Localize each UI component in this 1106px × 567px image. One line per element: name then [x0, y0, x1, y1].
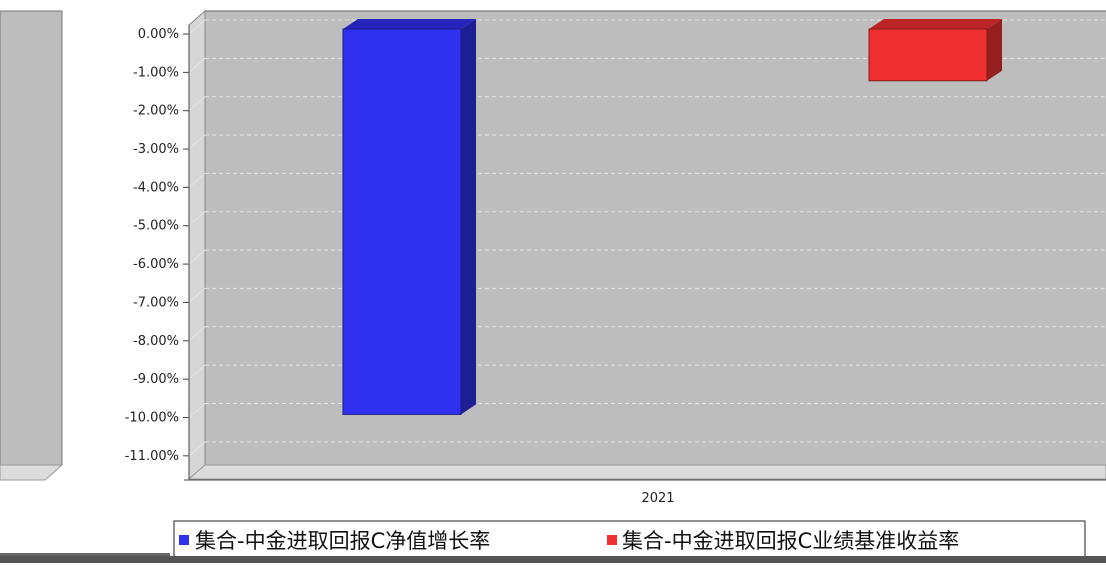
- x-tick-label: 2021: [641, 491, 674, 506]
- gridline-side: [188, 96, 206, 112]
- y-tick-label: -6.00%: [133, 257, 179, 272]
- y-tick-label: -5.00%: [133, 219, 179, 234]
- left-partial-panel: [0, 10, 64, 481]
- y-tick-label: -7.00%: [133, 295, 179, 310]
- y-tick-label: -4.00%: [133, 180, 179, 195]
- bar-side: [987, 19, 1002, 81]
- garbled-strip: [0, 553, 1106, 563]
- bars: [342, 19, 1002, 415]
- legend-box: [173, 520, 1086, 558]
- gridline-side: [188, 326, 206, 342]
- gridline-side: [188, 403, 206, 418]
- y-tick-label: -1.00%: [133, 65, 179, 80]
- gridline-side: [188, 211, 206, 227]
- y-tick-label: -8.00%: [133, 334, 179, 349]
- y-tick-label: -3.00%: [133, 142, 179, 157]
- y-tick-label: -10.00%: [125, 410, 179, 425]
- gridline-side: [188, 19, 206, 35]
- legend-label-series-2: 集合-中金进取回报C业绩基准收益率: [622, 529, 959, 553]
- x-axis: 2021: [184, 479, 1106, 506]
- gridline-side: [188, 57, 206, 73]
- y-axis: 0.00% -1.00% -2.00% -3.00% -4.00% -5.00% -6.00…: [125, 25, 190, 479]
- plot-floor: [187, 464, 1106, 480]
- bar-front: [342, 28, 462, 415]
- gridline-side: [188, 249, 206, 265]
- y-tick-label: -9.00%: [133, 372, 179, 387]
- legend-swatch-series-1: [179, 535, 189, 545]
- legend: 集合-中金进取回报C净值增长率 集合-中金进取回报C业绩基准收益率: [173, 520, 1086, 558]
- bar-front: [868, 28, 988, 82]
- gridline-side: [188, 134, 206, 150]
- gridline-side: [188, 364, 206, 380]
- bar-side: [461, 19, 476, 415]
- bar-top: [343, 19, 476, 29]
- gridline-side: [188, 173, 206, 188]
- gridline-side: [188, 288, 206, 303]
- bar-top: [869, 19, 1002, 29]
- plot-side-wall: [188, 9, 206, 481]
- bar-series-2: [868, 19, 1002, 82]
- y-tick-label: 0.00%: [138, 27, 179, 42]
- y-tick-label: -2.00%: [133, 104, 179, 119]
- legend-swatch-series-2: [607, 535, 617, 545]
- gridline-side: [188, 441, 206, 457]
- legend-label-series-1: 集合-中金进取回报C净值增长率: [195, 529, 490, 553]
- y-tick-label: -11.00%: [125, 449, 179, 464]
- bar-series-1: [342, 19, 476, 415]
